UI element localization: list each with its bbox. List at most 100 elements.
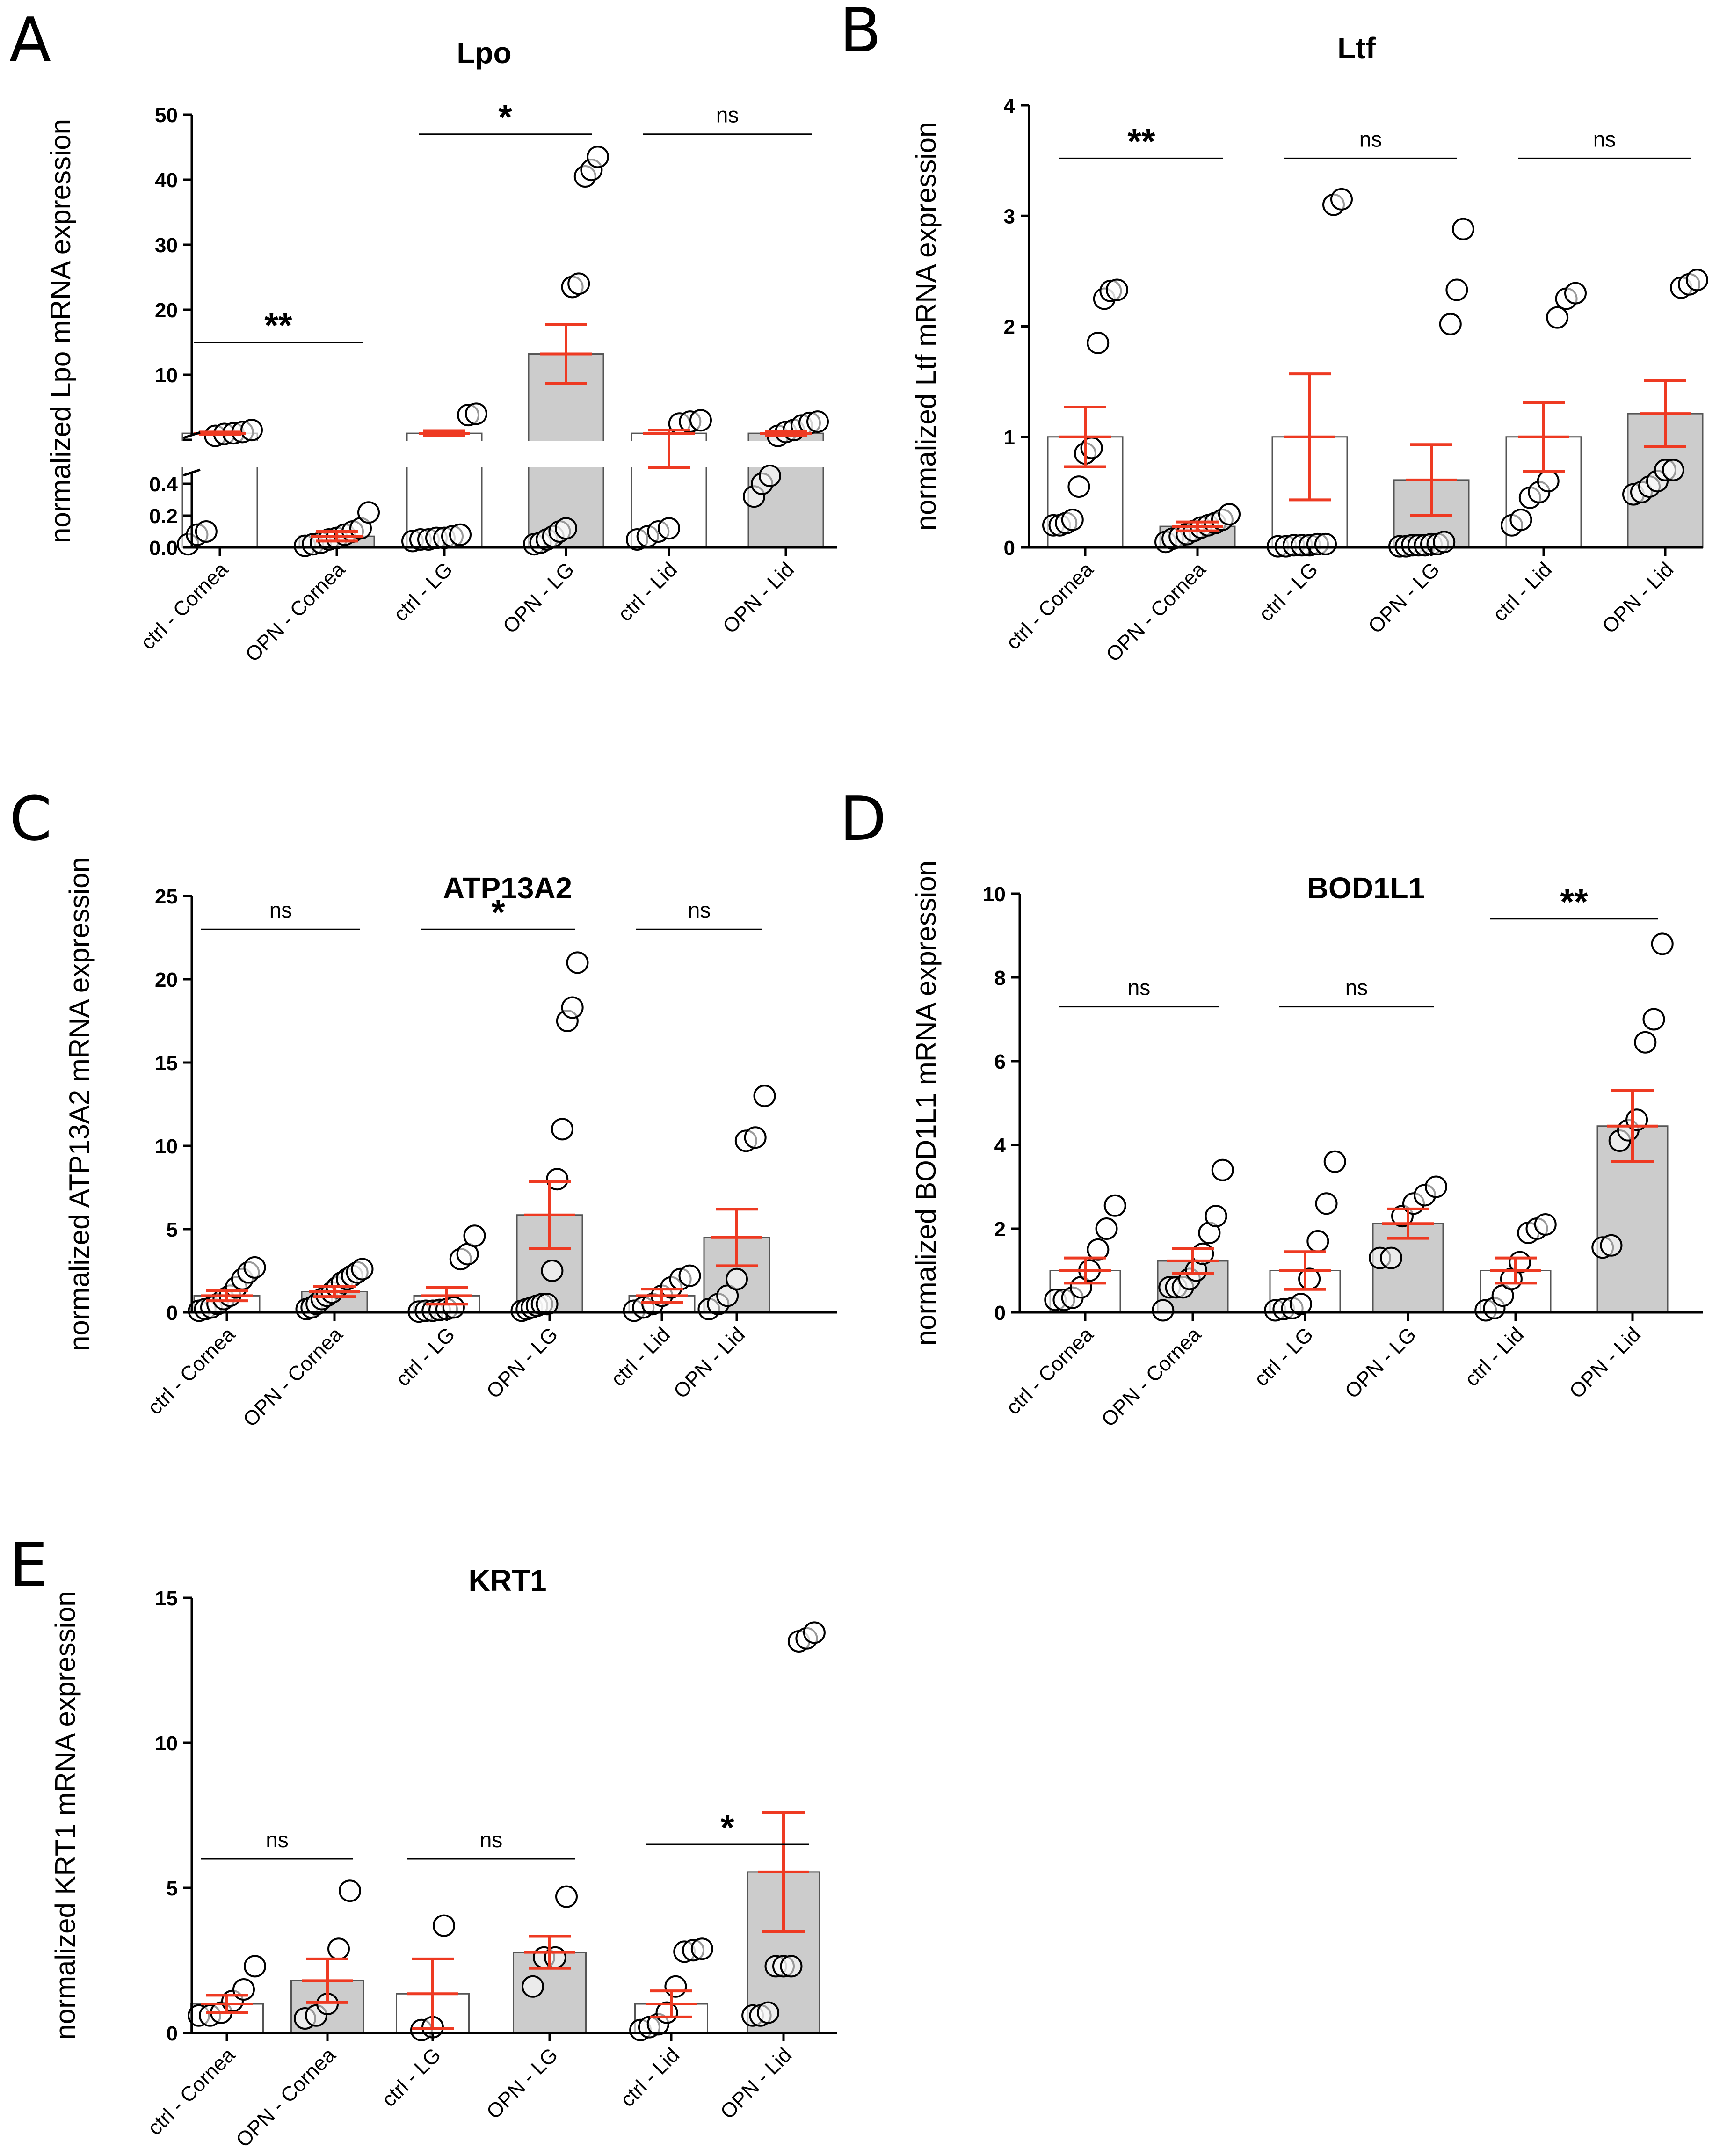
data-point (1642, 1008, 1665, 1031)
data-point (678, 1264, 701, 1287)
x-tick-label-opn-cornea: OPN - Cornea (241, 558, 349, 666)
data-point (243, 1256, 266, 1279)
y-tick-label: 4 (994, 1134, 1006, 1157)
y-tick-label: 0 (167, 2022, 178, 2045)
x-tick-label-opn-lid: OPN - Lid (669, 1323, 749, 1403)
axes (190, 1598, 837, 2034)
chart-title: BOD1L1 (1307, 871, 1425, 905)
data-point (195, 520, 218, 543)
data-point (1600, 1234, 1623, 1257)
panel-letter: D (840, 783, 886, 854)
error-bar-ctrl-cornea (1059, 405, 1111, 468)
panel-a: A Lpo normalized Lpo mRNA expression 0.0 0.2… (9, 4, 847, 666)
data-point (1651, 932, 1674, 955)
y-tick-label: 30 (155, 234, 178, 257)
significance-label: * (720, 1808, 734, 1848)
data-point (1686, 269, 1708, 291)
y-axis-label: normalized KRT1 mRNA expression (50, 1591, 81, 2039)
significance-label: ns (716, 103, 739, 127)
y-tick-label: 0 (167, 1302, 178, 1325)
y-tick-label: 0.2 (149, 505, 178, 528)
data-point (753, 1085, 776, 1107)
error-bar-opn-cornea (302, 1957, 353, 2004)
x-tick-label-ctrl-cornea: ctrl - Cornea (1001, 1323, 1098, 1419)
error-bar-ctrl-lid (1490, 1256, 1541, 1285)
chart-title: ATP13A2 (443, 871, 572, 905)
data-point (541, 1260, 564, 1282)
significance-label: ns (1359, 127, 1382, 151)
significance-label: * (498, 98, 512, 138)
x-tick-label-ctrl-lid: ctrl - Lid (607, 1323, 675, 1391)
x-tick-label-opn-lg: OPN - LG (499, 558, 579, 638)
error-bar-opn-lg (524, 1180, 575, 1250)
data-point (1380, 1246, 1402, 1269)
error-bar-opn-lid (1607, 1089, 1658, 1163)
data-point (716, 1284, 739, 1307)
y-tick-label: 0.4 (149, 473, 178, 496)
data-point (1314, 532, 1337, 555)
y-tick-label: 0 (994, 1302, 1006, 1325)
data-point (463, 1224, 486, 1247)
data-point (1433, 531, 1456, 554)
data-point (357, 501, 380, 524)
significance-label: ns (1593, 127, 1616, 151)
data-point (522, 1975, 544, 1998)
data-point (544, 1946, 566, 1969)
x-tick-label-ctrl-cornea: ctrl - Cornea (143, 1323, 239, 1419)
x-tick-label-ctrl-lg: ctrl - LG (392, 1323, 459, 1391)
data-point (726, 1267, 748, 1290)
panel-letter: C (9, 783, 52, 854)
panel-letter: B (840, 0, 881, 66)
error-bar-ctrl-lid (646, 1989, 697, 2018)
x-tick-label-ctrl-lg: ctrl - LG (1250, 1323, 1318, 1391)
data-point (1662, 459, 1684, 481)
y-tick-label: 2 (994, 1218, 1006, 1241)
error-bar-opn-lg (524, 1935, 575, 1970)
error-bar-opn-lg (1382, 1207, 1434, 1240)
error-bar-opn-lid (711, 1208, 762, 1267)
y-tick-label: 6 (994, 1050, 1006, 1073)
error-bar-opn-lg (1406, 443, 1457, 517)
data-point (1534, 1213, 1557, 1236)
significance-label: ** (264, 306, 292, 346)
x-tick-label-ctrl-lg: ctrl - LG (389, 558, 457, 626)
error-bar-ctrl-cornea (201, 1289, 253, 1303)
error-bar-ctrl-cornea (194, 430, 246, 436)
data-point (1205, 1205, 1227, 1228)
data-point (339, 1879, 361, 1902)
data-point (1218, 503, 1241, 526)
y-tick-label: 10 (155, 364, 178, 387)
data-point (546, 1168, 569, 1191)
error-bar-opn-lid (758, 1811, 809, 1933)
data-point (806, 410, 829, 433)
data-point (1106, 278, 1128, 301)
data-point (240, 419, 263, 442)
y-tick-label: 10 (155, 1135, 178, 1158)
data-point (1095, 1217, 1118, 1240)
panel-d: D BOD1L1 normalized BOD1L1 mRNA expression… (840, 783, 1703, 1431)
x-tick-label-opn-lid: OPN - Lid (716, 2043, 796, 2123)
data-point (759, 465, 781, 487)
error-bar-ctrl-lg (421, 1286, 472, 1306)
y-axis-label: normalized BOD1L1 mRNA expression (910, 860, 942, 1346)
data-point (1087, 331, 1110, 354)
data-point (465, 402, 487, 425)
data-point (327, 1937, 350, 1960)
x-tick-label-opn-lg: OPN - LG (1341, 1323, 1421, 1403)
x-tick-label-opn-lg: OPN - LG (482, 1323, 562, 1403)
error-bar-ctrl-cornea (201, 1994, 253, 2014)
x-tick-label-ctrl-cornea: ctrl - Cornea (136, 558, 232, 654)
y-tick-label: 3 (1004, 205, 1015, 228)
data-point (244, 1955, 266, 1978)
significance-label: ns (1128, 976, 1151, 1000)
data-point (664, 1975, 687, 1998)
data-point (1152, 1299, 1175, 1322)
x-tick-label-ctrl-cornea: ctrl - Cornea (1001, 558, 1098, 654)
data-point (1439, 313, 1462, 335)
data-point (1634, 1031, 1657, 1054)
panel-b: B Ltf normalized Ltf mRNA expression 0 1 2 3 4 c… (840, 0, 1708, 666)
y-tick-label: 40 (155, 169, 178, 192)
x-tick-label-ctrl-lid: ctrl - Lid (1488, 558, 1556, 626)
error-bar-ctrl-lg (1279, 1250, 1331, 1291)
y-axis-label: normalized Ltf mRNA expression (910, 122, 942, 531)
